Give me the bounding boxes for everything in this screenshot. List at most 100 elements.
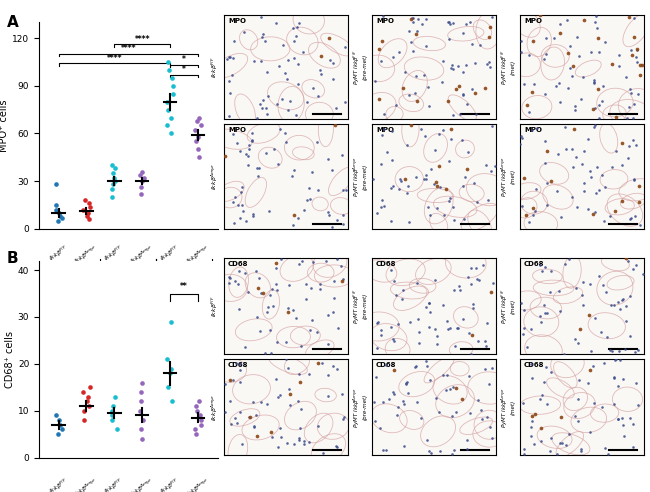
Text: Ikkβ$^{F/F}$: Ikkβ$^{F/F}$ bbox=[47, 476, 70, 492]
Point bbox=[448, 216, 459, 224]
Point bbox=[248, 398, 259, 405]
Point bbox=[384, 395, 394, 402]
Text: PyMT Ikkβ$^{F/F}$
(pre-met): PyMT Ikkβ$^{F/F}$ (pre-met) bbox=[352, 49, 368, 85]
Point bbox=[396, 178, 407, 185]
Point bbox=[291, 31, 301, 39]
Point bbox=[276, 94, 287, 102]
Point bbox=[224, 112, 234, 120]
Point bbox=[387, 127, 398, 135]
Point bbox=[541, 50, 551, 58]
Point bbox=[445, 385, 455, 393]
Point bbox=[375, 424, 385, 431]
Point bbox=[411, 173, 421, 181]
Point bbox=[322, 340, 333, 348]
Point bbox=[629, 14, 640, 22]
Point bbox=[537, 267, 547, 275]
Point bbox=[546, 268, 556, 276]
Point bbox=[298, 48, 308, 56]
Point bbox=[288, 221, 298, 229]
Point bbox=[467, 300, 478, 308]
Point bbox=[55, 212, 65, 220]
Point bbox=[465, 409, 476, 417]
Point bbox=[567, 71, 577, 79]
Point bbox=[519, 80, 529, 88]
Point bbox=[466, 264, 476, 272]
Point bbox=[458, 315, 469, 323]
Point bbox=[137, 177, 148, 185]
Text: Ikkβ$^{Δmye}$: Ikkβ$^{Δmye}$ bbox=[209, 394, 220, 421]
Point bbox=[535, 312, 545, 320]
Point bbox=[227, 130, 238, 138]
Point bbox=[289, 54, 299, 62]
Point bbox=[293, 436, 304, 444]
Point bbox=[415, 124, 426, 132]
Point bbox=[528, 212, 539, 219]
Point bbox=[264, 207, 274, 215]
Point bbox=[377, 196, 387, 204]
Point bbox=[579, 186, 590, 194]
Point bbox=[535, 395, 545, 403]
Point bbox=[250, 411, 261, 419]
Point bbox=[78, 206, 88, 214]
Point bbox=[577, 301, 588, 309]
Point bbox=[402, 188, 412, 196]
Point bbox=[569, 125, 579, 133]
Point bbox=[448, 111, 459, 119]
Point bbox=[378, 446, 388, 454]
Point bbox=[593, 115, 604, 123]
Point bbox=[446, 64, 456, 72]
Point bbox=[292, 215, 303, 222]
Point bbox=[385, 266, 396, 274]
Point bbox=[190, 126, 200, 134]
Point bbox=[110, 164, 120, 172]
Point bbox=[536, 11, 546, 19]
Point bbox=[551, 82, 562, 90]
Point bbox=[328, 362, 338, 370]
Point bbox=[524, 51, 534, 59]
Point bbox=[589, 123, 599, 131]
Point bbox=[387, 388, 398, 396]
Point bbox=[563, 49, 573, 57]
Point bbox=[136, 398, 146, 405]
Point bbox=[402, 378, 413, 386]
Point bbox=[444, 35, 454, 43]
Point bbox=[53, 430, 63, 438]
Point bbox=[540, 263, 550, 271]
Point bbox=[561, 441, 571, 449]
Point bbox=[597, 82, 608, 90]
Point bbox=[600, 444, 610, 452]
Point bbox=[567, 145, 577, 153]
Point bbox=[137, 168, 148, 176]
Point bbox=[261, 308, 272, 316]
Point bbox=[429, 180, 439, 188]
Point bbox=[634, 71, 645, 79]
Point bbox=[586, 173, 596, 181]
Point bbox=[467, 40, 477, 48]
Point bbox=[554, 80, 564, 88]
Point bbox=[439, 211, 449, 219]
Point bbox=[578, 277, 588, 285]
Point bbox=[237, 184, 247, 191]
Point bbox=[237, 440, 248, 448]
Point bbox=[466, 280, 476, 288]
Point bbox=[166, 114, 176, 122]
Point bbox=[300, 280, 311, 288]
Point bbox=[585, 167, 595, 175]
Point bbox=[163, 383, 174, 391]
Text: PyMT Ikkβ$^{F/F}$
(met): PyMT Ikkβ$^{F/F}$ (met) bbox=[500, 288, 516, 324]
Point bbox=[554, 287, 564, 295]
Point bbox=[458, 91, 469, 98]
Point bbox=[585, 428, 595, 435]
Point bbox=[231, 419, 242, 427]
Point bbox=[323, 311, 333, 319]
Point bbox=[313, 92, 324, 99]
Text: PyMT
(met): PyMT (met) bbox=[174, 267, 195, 286]
Point bbox=[534, 262, 545, 270]
Point bbox=[421, 15, 432, 23]
Point bbox=[443, 197, 454, 205]
Point bbox=[275, 424, 285, 431]
Point bbox=[136, 190, 146, 198]
Point bbox=[272, 100, 282, 108]
Point bbox=[463, 372, 474, 380]
Point bbox=[609, 301, 619, 309]
